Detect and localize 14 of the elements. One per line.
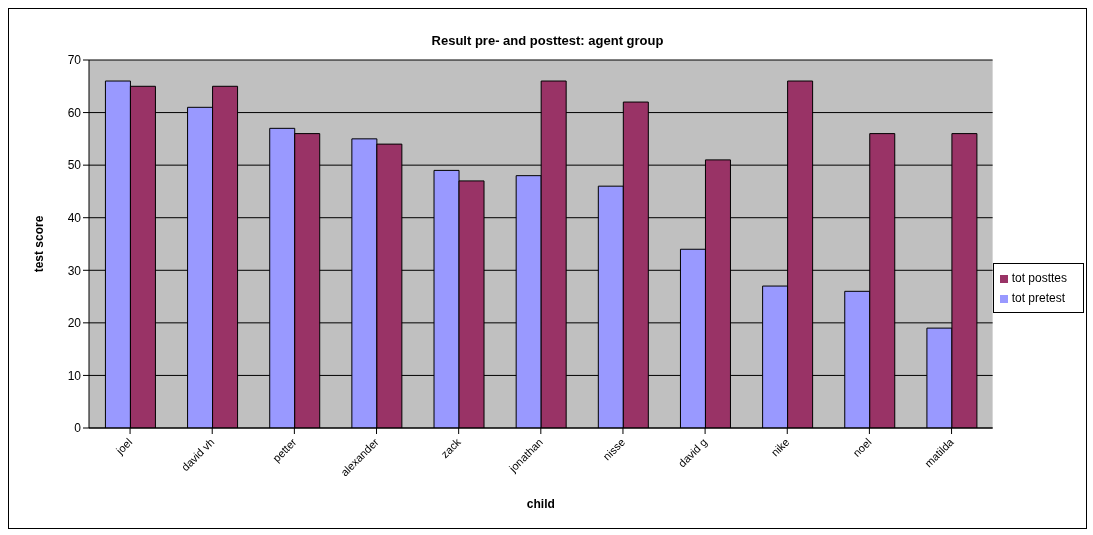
y-tick-label: 30 [67,263,82,278]
y-tick-label: 20 [67,316,82,331]
y-tick-label: 40 [67,210,82,225]
x-tick-label: nike [768,435,792,459]
x-axis-title: child [526,497,555,511]
chart-title: Result pre- and posttest: agent group [430,33,665,48]
y-tick-label: 70 [67,53,82,68]
legend-label: tot posttes [1011,271,1067,285]
y-tick-label: 60 [67,105,82,120]
y-axis-title: test score [32,215,47,273]
y-tick-label: 0 [74,421,82,436]
y-tick-label: 10 [67,368,82,383]
y-tick-label: 50 [67,158,82,173]
legend-label: tot pretest [1011,291,1065,305]
